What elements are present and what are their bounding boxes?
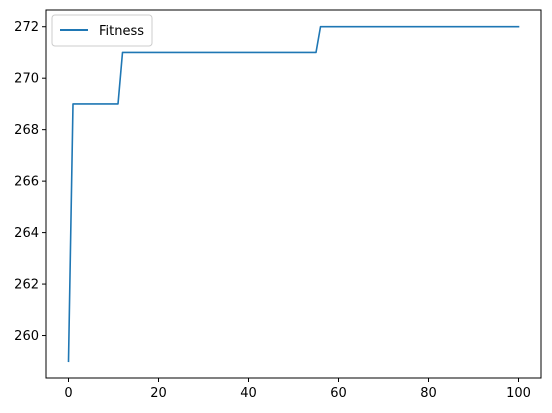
y-tick-label: 264 [14,226,39,241]
x-tick-label: 100 [506,386,531,401]
y-tick-label: 262 [14,278,39,293]
legend: Fitness [51,14,153,47]
legend-frame [51,14,153,47]
x-tick-label: 20 [150,386,167,401]
y-tick-label: 270 [14,72,39,87]
y-tick-label: 266 [14,175,39,190]
legend-series-label: Fitness [99,24,144,39]
x-tick-label: 60 [330,386,347,401]
series-line-0 [67,25,520,363]
y-tick-label: 260 [14,329,39,344]
y-tick-label: 268 [14,123,39,138]
x-tick-label: 80 [420,386,437,401]
plot-layer [67,25,520,363]
axes-frame [45,9,542,379]
x-tick-label: 40 [240,386,257,401]
x-tick-label: 0 [64,386,72,401]
y-tick-label: 272 [14,20,39,35]
axes-layer: 0 20 40 60 80 100 260 262 264 266 268 270 272 [14,9,542,401]
